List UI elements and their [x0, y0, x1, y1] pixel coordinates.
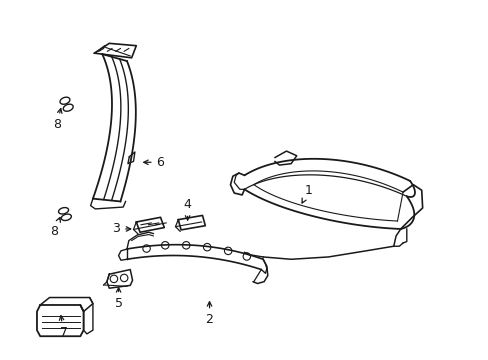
Text: 2: 2 — [205, 302, 213, 327]
Text: 8: 8 — [53, 108, 62, 131]
Text: 3: 3 — [112, 222, 130, 235]
Text: 8: 8 — [50, 217, 60, 238]
Text: 7: 7 — [59, 316, 67, 339]
Text: 5: 5 — [114, 288, 122, 310]
Text: 4: 4 — [183, 198, 191, 220]
Text: 6: 6 — [143, 156, 164, 169]
Text: 1: 1 — [302, 184, 312, 203]
